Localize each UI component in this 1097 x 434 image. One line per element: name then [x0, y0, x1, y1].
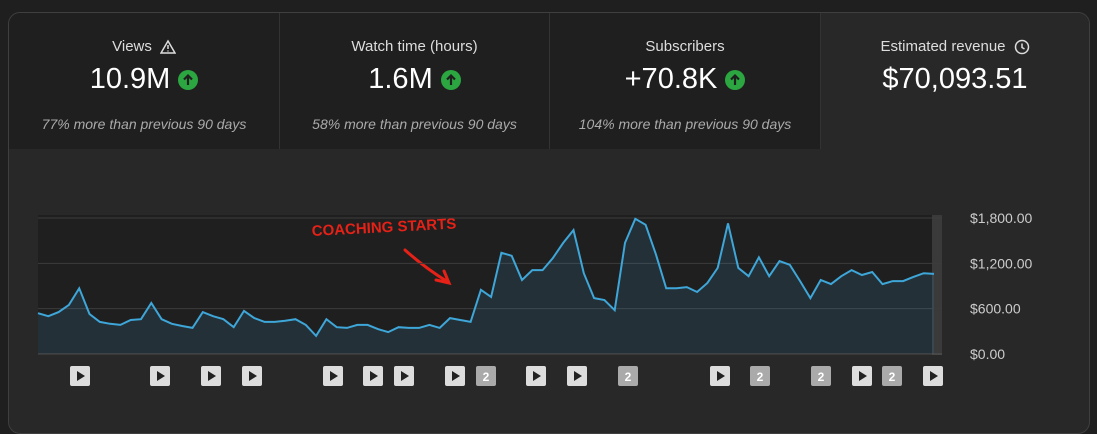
y-tick-label: $0.00: [970, 346, 1005, 362]
play-icon: [249, 371, 257, 381]
warning-icon: [159, 39, 176, 54]
area-fill: [38, 218, 934, 354]
clock-icon: [1014, 39, 1029, 54]
badge-label: 2: [757, 370, 764, 384]
play-icon: [452, 371, 460, 381]
video-marker[interactable]: [70, 366, 90, 386]
line: [37, 217, 935, 338]
marker-box: [882, 366, 902, 386]
card-note: 58% more than previous 90 days: [312, 116, 517, 132]
video-count-badge[interactable]: 2: [811, 366, 831, 386]
play-icon: [208, 371, 216, 381]
video-count-badge[interactable]: 2: [476, 366, 496, 386]
card-title: Subscribers: [645, 38, 725, 55]
video-marker[interactable]: [150, 366, 170, 386]
video-count-badge[interactable]: 2: [750, 366, 770, 386]
badge-label: 2: [818, 370, 825, 384]
metric-card[interactable]: Views 10.9M 77% more than previous 90 da…: [9, 13, 280, 149]
badge-label: 2: [625, 370, 632, 384]
card-value: 1.6M: [368, 63, 433, 95]
video-marker[interactable]: [201, 366, 221, 386]
card-title: Watch time (hours): [351, 38, 478, 55]
y-tick-label: $600.00: [970, 301, 1021, 317]
badge-label: 2: [483, 370, 490, 384]
marker-box: [750, 366, 770, 386]
video-marker[interactable]: [526, 366, 546, 386]
marker-box: [476, 366, 496, 386]
card-title: Estimated revenue: [880, 38, 1006, 55]
plot-area: [38, 215, 942, 355]
play-icon: [401, 371, 409, 381]
up-icon: [440, 69, 461, 90]
badge-label: 2: [889, 370, 896, 384]
play-icon: [859, 371, 867, 381]
hover-band: [932, 215, 942, 355]
metric-card[interactable]: Watch time (hours) 1.6M 58% more than pr…: [280, 13, 550, 149]
up-icon: [178, 69, 199, 90]
play-icon: [574, 371, 582, 381]
play-icon: [533, 371, 541, 381]
card-value: +70.8K: [624, 63, 718, 95]
card-title: Views: [112, 38, 152, 55]
marker-box: [811, 366, 831, 386]
play-icon: [77, 371, 85, 381]
video-marker[interactable]: [923, 366, 943, 386]
card-note: 104% more than previous 90 days: [578, 116, 792, 132]
video-marker[interactable]: [242, 366, 262, 386]
play-icon: [157, 371, 165, 381]
video-marker[interactable]: [363, 366, 383, 386]
annotation-arrow: [403, 248, 452, 286]
play-icon: [717, 371, 725, 381]
play-icon: [930, 371, 938, 381]
video-marker[interactable]: [445, 366, 465, 386]
up-icon: [725, 69, 746, 90]
video-marker[interactable]: [323, 366, 343, 386]
chart: COACHING STARTS $0.00$600.00$1,200.00$1,…: [37, 210, 1032, 386]
page: Views 10.9M 77% more than previous 90 da…: [8, 12, 1090, 434]
metric-card[interactable]: Subscribers +70.8K 104% more than previo…: [550, 13, 821, 149]
y-tick-label: $1,800.00: [970, 210, 1032, 226]
y-tick-label: $1,200.00: [970, 255, 1032, 271]
play-icon: [370, 371, 378, 381]
card-value: 10.9M: [89, 63, 171, 95]
video-marker[interactable]: [852, 366, 872, 386]
video-count-badge[interactable]: 2: [882, 366, 902, 386]
metric-card[interactable]: Estimated revenue $70,093.51: [821, 13, 1089, 149]
video-marker[interactable]: [394, 366, 414, 386]
video-marker[interactable]: [567, 366, 587, 386]
video-count-badge[interactable]: 2: [618, 366, 638, 386]
video-marker[interactable]: [710, 366, 730, 386]
card-value: $70,093.51: [882, 63, 1028, 95]
marker-box: [618, 366, 638, 386]
play-icon: [330, 371, 338, 381]
card-note: 77% more than previous 90 days: [41, 116, 247, 132]
